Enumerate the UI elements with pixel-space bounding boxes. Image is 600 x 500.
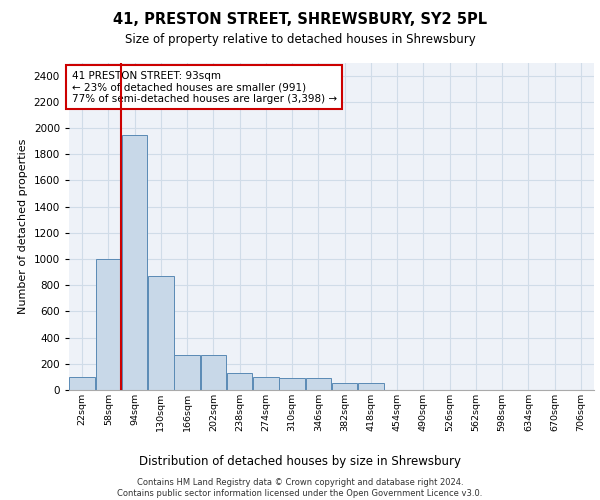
Bar <box>253 377 278 390</box>
Bar <box>70 377 95 390</box>
Bar <box>280 378 305 390</box>
Bar <box>175 354 200 390</box>
Text: 41, PRESTON STREET, SHREWSBURY, SY2 5PL: 41, PRESTON STREET, SHREWSBURY, SY2 5PL <box>113 12 487 28</box>
Text: 41 PRESTON STREET: 93sqm
← 23% of detached houses are smaller (991)
77% of semi-: 41 PRESTON STREET: 93sqm ← 23% of detach… <box>71 70 337 104</box>
Text: Size of property relative to detached houses in Shrewsbury: Size of property relative to detached ho… <box>125 32 475 46</box>
Bar <box>358 384 383 390</box>
Bar <box>148 276 173 390</box>
Bar <box>200 354 226 390</box>
Text: Distribution of detached houses by size in Shrewsbury: Distribution of detached houses by size … <box>139 454 461 468</box>
Bar <box>122 134 148 390</box>
Bar <box>95 259 121 390</box>
Bar <box>305 378 331 390</box>
Bar <box>332 384 358 390</box>
Bar <box>227 373 253 390</box>
Y-axis label: Number of detached properties: Number of detached properties <box>18 138 28 314</box>
Text: Contains HM Land Registry data © Crown copyright and database right 2024.
Contai: Contains HM Land Registry data © Crown c… <box>118 478 482 498</box>
